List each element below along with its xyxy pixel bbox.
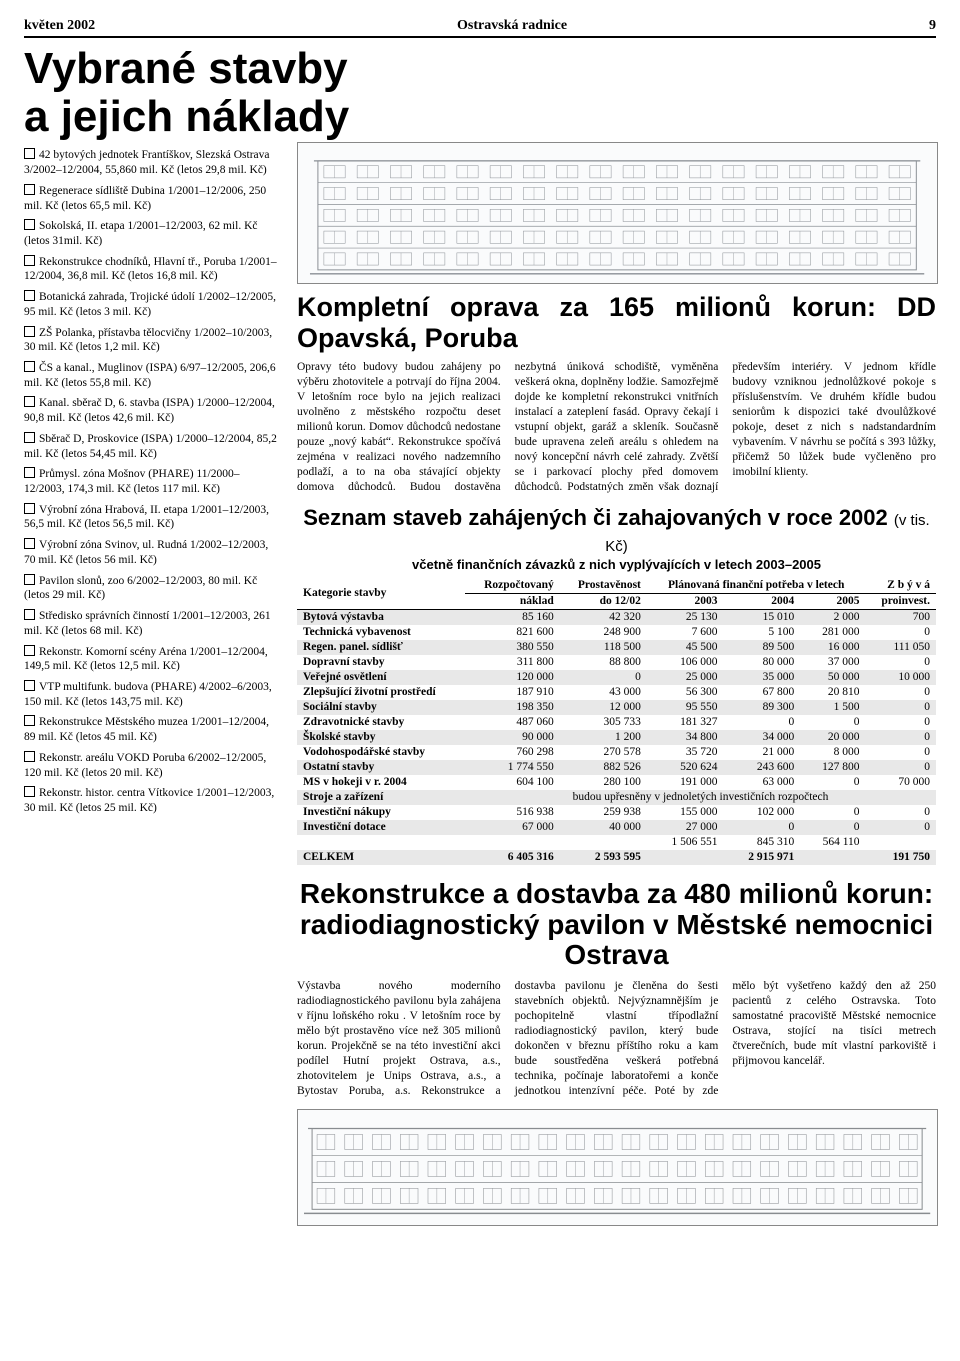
- bullet-icon: [24, 715, 35, 726]
- sidebar-list: 42 bytových jednotek Frantíškov, Slezská…: [24, 142, 279, 1231]
- page-header: květen 2002 Ostravská radnice 9: [24, 18, 936, 38]
- bullet-icon: [24, 219, 35, 230]
- sidebar-title-line2: a jejich náklady: [24, 94, 936, 140]
- bullet-icon: [24, 148, 35, 159]
- bullet-icon: [24, 184, 35, 195]
- list-item: Středisko správních činností 1/2001–12/2…: [24, 609, 279, 638]
- article2-title: Rekonstrukce a dostavba za 480 milionů k…: [297, 879, 936, 971]
- list-item: ZŠ Polanka, přístavba tělocvičny 1/2002–…: [24, 326, 279, 355]
- bullet-icon: [24, 326, 35, 337]
- building-illustration-2: [297, 1109, 938, 1226]
- publication-title: Ostravská radnice: [457, 18, 567, 34]
- bullet-icon: [24, 361, 35, 372]
- bullet-icon: [24, 396, 35, 407]
- list-item: Rekonstrukce chodníků, Hlavní tř., Porub…: [24, 255, 279, 284]
- list-item: Rekonstr. histor. centra Vítkovice 1/200…: [24, 786, 279, 815]
- page-number: 9: [929, 18, 936, 34]
- bullet-icon: [24, 503, 35, 514]
- building-illustration-1: [297, 142, 938, 284]
- bullet-icon: [24, 255, 35, 266]
- bullet-icon: [24, 432, 35, 443]
- list-item: Kanal. sběrač D, 6. stavba (ISPA) 1/2000…: [24, 396, 279, 425]
- bullet-icon: [24, 680, 35, 691]
- bullet-icon: [24, 786, 35, 797]
- issue-date: květen 2002: [24, 18, 95, 34]
- list-item: Botanická zahrada, Trojické údolí 1/2002…: [24, 290, 279, 319]
- list-item: Sokolská, II. etapa 1/2001–12/2003, 62 m…: [24, 219, 279, 248]
- list-item: Regenerace sídliště Dubina 1/2001–12/200…: [24, 184, 279, 213]
- list-item: VTP multifunk. budova (PHARE) 4/2002–6/2…: [24, 680, 279, 709]
- list-item: Rekonstrukce Městského muzea 1/2001–12/2…: [24, 715, 279, 744]
- list-item: 42 bytových jednotek Frantíškov, Slezská…: [24, 148, 279, 177]
- bullet-icon: [24, 645, 35, 656]
- list-item: Sběrač D, Proskovice (ISPA) 1/2000–12/20…: [24, 432, 279, 461]
- bullet-icon: [24, 574, 35, 585]
- article1-title: Kompletní oprava za 165 milionů korun: D…: [297, 292, 936, 354]
- list-item: ČS a kanal., Muglinov (ISPA) 6/97–12/200…: [24, 361, 279, 390]
- article1-body: Opravy této budovy budou zahájeny po výb…: [297, 360, 936, 494]
- list-item: Výrobní zóna Hrabová, II. etapa 1/2001–1…: [24, 503, 279, 532]
- bullet-icon: [24, 290, 35, 301]
- list-item: Pavilon slonů, zoo 6/2002–12/2003, 80 mi…: [24, 574, 279, 603]
- bullet-icon: [24, 467, 35, 478]
- seznam-title: Seznam staveb zahájených či zahajovaných…: [297, 505, 936, 557]
- bullet-icon: [24, 538, 35, 549]
- seznam-subtitle: včetně finančních závazků z nich vyplýva…: [297, 557, 936, 572]
- list-item: Průmysl. zóna Mošnov (PHARE) 11/2000–12/…: [24, 467, 279, 496]
- sidebar-title-line1: Vybrané stavby: [24, 46, 936, 92]
- seznam-table: Kategorie stavbyRozpočtovanýProstavěnost…: [297, 578, 936, 865]
- bullet-icon: [24, 609, 35, 620]
- list-item: Výrobní zóna Svinov, ul. Rudná 1/2002–12…: [24, 538, 279, 567]
- list-item: Rekonstr. Komorní scény Aréna 1/2001–12/…: [24, 645, 279, 674]
- list-item: Rekonstr. areálu VOKD Poruba 6/2002–12/2…: [24, 751, 279, 780]
- bullet-icon: [24, 751, 35, 762]
- article2-body: Výstavba nového moderního radiodiagnosti…: [297, 979, 936, 1099]
